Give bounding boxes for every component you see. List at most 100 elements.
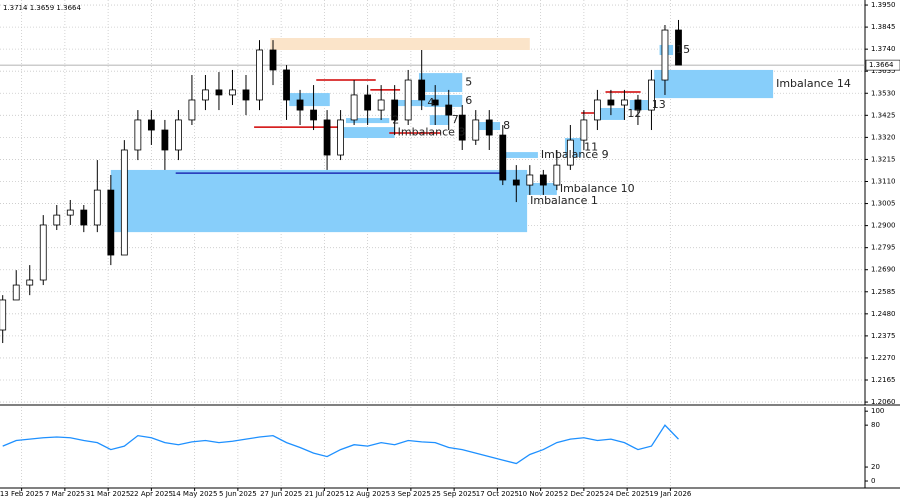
y-tick-label: 1.3110 xyxy=(871,177,896,185)
y-tick-label: 1.2375 xyxy=(871,332,896,340)
oscillator-line xyxy=(2,424,679,465)
y-tick-label: 1.3005 xyxy=(871,200,896,208)
x-tick-label: 31 Mar 2025 xyxy=(86,490,130,498)
x-tick-label: 5 Jun 2025 xyxy=(219,490,257,498)
imbalance-zone xyxy=(110,169,528,233)
zone-label: 5 xyxy=(465,76,472,89)
y-tick-label: 1.3425 xyxy=(871,111,896,119)
y-tick-label: 1.3635 xyxy=(871,67,896,75)
zone-label: 7 xyxy=(452,113,459,126)
x-tick-label: 27 Jun 2025 xyxy=(260,490,302,498)
x-tick-label: 25 Sep 2025 xyxy=(432,490,476,498)
candle-body xyxy=(242,89,250,101)
candle-body xyxy=(580,119,588,141)
zone-label: Imbalance 9 xyxy=(541,148,609,161)
y-tick-label: 1.2480 xyxy=(871,310,896,318)
y-tick-label: 1.3215 xyxy=(871,155,896,163)
zone-label: 4 xyxy=(427,96,434,109)
candle-body xyxy=(269,49,277,71)
imbalance-zone xyxy=(340,127,395,139)
candle-body xyxy=(648,79,655,111)
x-tick-label: 3 Sep 2025 xyxy=(391,490,431,498)
x-tick-label: 12 Aug 2025 xyxy=(345,490,390,498)
imbalance-zone xyxy=(289,93,330,107)
x-tick-label: 14 May 2025 xyxy=(172,490,218,498)
y-tick-label: 1.2270 xyxy=(871,354,896,362)
zone-label: Imbalance 1 xyxy=(530,194,598,207)
imbalance-zone xyxy=(424,94,463,107)
candle-body xyxy=(512,179,520,186)
y-tick-label: 1.2165 xyxy=(871,376,896,384)
y-tick-label: 80 xyxy=(871,421,880,429)
candle-body xyxy=(526,174,534,186)
candle-body xyxy=(458,114,466,141)
candle-body xyxy=(0,299,7,331)
zone-label: 15 xyxy=(676,43,690,56)
y-tick-label: 1.3530 xyxy=(871,89,896,97)
candle-body xyxy=(377,99,385,111)
zone-label: 6 xyxy=(465,94,472,107)
y-tick-label: 1.3320 xyxy=(871,133,896,141)
zone-label: Imbalance 10 xyxy=(560,182,635,195)
y-tick-label: 1.3845 xyxy=(871,23,896,31)
candle-body xyxy=(566,139,574,166)
y-tick-label: 1.3740 xyxy=(871,45,896,53)
chart-subtitle: 1.3714 1.3659 1.3664 xyxy=(3,4,81,12)
y-tick-label: 1.2585 xyxy=(871,288,896,296)
candle-body xyxy=(472,119,480,141)
band xyxy=(270,38,530,50)
zone-label: 13 xyxy=(652,98,666,111)
candle-body xyxy=(175,119,182,151)
candle-body xyxy=(350,94,358,121)
candle-body xyxy=(634,99,642,111)
candle-body xyxy=(202,89,209,101)
candle-body xyxy=(256,49,263,101)
x-tick-label: 21 Jul 2025 xyxy=(305,490,345,498)
candle-body xyxy=(26,279,34,286)
x-tick-label: 22 Apr 2025 xyxy=(130,490,173,498)
candle-body xyxy=(310,109,317,121)
candle-body xyxy=(229,89,236,96)
candle-body xyxy=(391,99,399,121)
candle-body xyxy=(553,164,561,186)
candle-body xyxy=(147,119,155,131)
zone-label: 8 xyxy=(503,119,510,132)
candle-body xyxy=(93,189,101,226)
zone-label: 11 xyxy=(584,140,598,153)
candle-body xyxy=(485,119,493,136)
x-tick-label: 17 Oct 2025 xyxy=(476,490,519,498)
y-tick-label: 0 xyxy=(871,477,875,485)
x-tick-label: 2 Dec 2025 xyxy=(564,490,604,498)
candle-body xyxy=(337,119,344,156)
candle-body xyxy=(53,214,61,226)
candle-body xyxy=(593,99,601,121)
candle-body xyxy=(215,89,223,96)
candle-body xyxy=(39,224,47,281)
y-tick-label: 1.2900 xyxy=(871,222,896,230)
y-tick-label: 1.3950 xyxy=(871,1,896,9)
y-tick-label: 100 xyxy=(871,407,884,415)
candle-body xyxy=(499,134,507,181)
candle-body xyxy=(431,99,439,106)
candle-body xyxy=(323,119,331,156)
candle-body xyxy=(418,79,426,101)
imbalance-zone xyxy=(500,152,538,158)
candle-body xyxy=(134,119,142,151)
candle-body xyxy=(661,29,669,81)
candle-body xyxy=(607,99,615,106)
y-tick-label: 1.2060 xyxy=(871,398,896,406)
x-tick-label: 24 Dec 2025 xyxy=(605,490,650,498)
imbalance-zone xyxy=(654,69,774,99)
last-price-box xyxy=(865,59,900,71)
candle-body xyxy=(675,29,682,66)
candle-body xyxy=(539,174,547,186)
zone-label: Imbalance 14 xyxy=(776,77,851,90)
y-tick-label: 20 xyxy=(871,463,880,471)
candle-body xyxy=(296,99,304,111)
imbalance-zone xyxy=(600,107,625,120)
candle-body xyxy=(107,189,115,256)
candle-body xyxy=(404,79,412,121)
y-tick-label: 1.2795 xyxy=(871,244,896,252)
x-tick-label: 19 Jan 2026 xyxy=(649,490,692,498)
